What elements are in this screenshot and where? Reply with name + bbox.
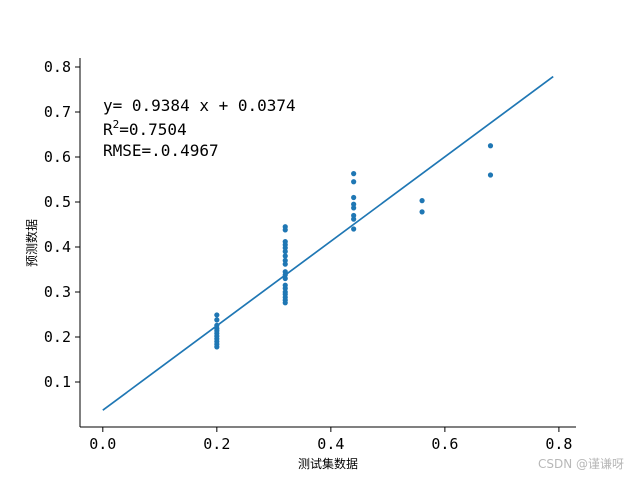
y-tick-label: 0.5 [44,193,71,211]
fit-line-layer [102,75,554,411]
data-point [351,216,357,222]
data-point [351,212,357,219]
y-tick-label: 0.6 [44,148,71,166]
data-point [487,172,494,178]
watermark: CSDN @谨谦呀 [538,457,624,471]
x-axis-title: 测试集数据 [298,456,358,471]
data-point [282,300,288,306]
data-points [214,143,494,350]
data-point [282,245,288,251]
rmse-value: RMSE=.0.4967 [103,141,219,160]
y-tick-label: 0.7 [44,103,71,121]
annotation-block: y= 0.9384 x + 0.0374 R2=0.7504 RMSE=.0.4… [103,96,296,160]
regression-line [102,75,554,411]
plot-area: 0.0 0.2 0.4 0.6 0.8 0.1 0.2 0.3 0.4 0.5 0.6 0.7 0.8 [44,58,576,453]
data-point [282,248,288,255]
regression-equation: y= 0.9384 x + 0.0374 [103,96,296,115]
y-tick-label: 0.1 [44,373,71,391]
data-point [282,272,288,278]
data-point [282,257,288,264]
y-tick-label: 0.2 [44,328,71,346]
data-point [351,194,357,201]
x-tick-label: 0.8 [545,435,572,453]
y-tick-label: 0.4 [44,238,71,256]
data-point [419,198,425,204]
y-axis-title: 预测数据 [24,219,39,267]
y-tick-label: 0.8 [44,58,71,76]
data-point [282,275,288,282]
r-squared: R2=0.7504 [103,118,187,139]
x-tick-label: 0.4 [317,435,344,453]
x-tick-label: 0.6 [431,435,458,453]
x-ticks: 0.0 0.2 0.4 0.6 0.8 [89,427,572,453]
r-squared-superscript: 2 [113,118,120,131]
data-point [282,285,288,291]
data-point [351,201,357,207]
data-point [487,143,494,149]
data-point [214,317,220,323]
data-point [282,261,288,267]
data-point [214,344,220,350]
data-point [351,226,357,232]
data-point [351,171,357,177]
data-point [351,179,357,185]
data-point [419,209,425,215]
data-point [214,312,220,318]
data-point [282,227,288,233]
x-tick-label: 0.2 [203,435,230,453]
x-tick-label: 0.0 [89,435,116,453]
y-ticks: 0.1 0.2 0.3 0.4 0.5 0.6 0.7 0.8 [44,58,80,391]
data-point [351,205,357,211]
data-point [282,253,288,259]
y-tick-label: 0.3 [44,283,71,301]
